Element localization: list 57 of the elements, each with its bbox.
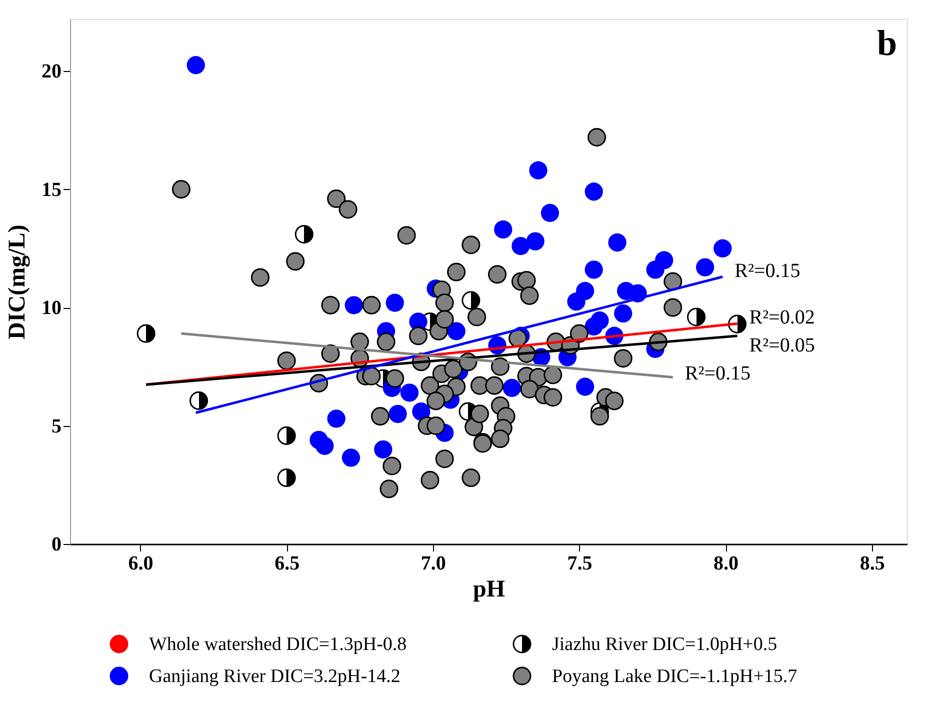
point — [608, 233, 626, 252]
point — [576, 378, 594, 396]
y-tick-label: 20 — [42, 60, 62, 83]
point — [462, 291, 480, 310]
point — [526, 232, 544, 250]
point — [277, 426, 296, 445]
point — [294, 224, 314, 244]
point — [344, 296, 363, 314]
point — [584, 260, 603, 279]
point — [512, 236, 530, 256]
point — [327, 410, 346, 428]
point — [540, 204, 560, 222]
x-tick-label: 6.5 — [274, 552, 300, 574]
point — [186, 56, 205, 74]
point — [614, 304, 632, 322]
legend-label: Ganjiang River DIC=3.2pH-14.2 — [149, 666, 400, 687]
legend-label: Poyang Lake DIC=-1.1pH+15.7 — [552, 666, 798, 687]
point — [386, 294, 404, 312]
x-tick-label: 7.5 — [567, 552, 592, 574]
y-tick-label: 5 — [52, 415, 62, 438]
point — [728, 314, 747, 334]
point — [567, 292, 586, 311]
point — [447, 322, 466, 340]
point — [529, 161, 548, 180]
annotation: R²=0.05 — [749, 334, 815, 357]
point — [388, 404, 407, 423]
point — [584, 182, 603, 201]
point — [190, 391, 208, 410]
x-tick-label: 8.5 — [860, 552, 885, 574]
point — [494, 220, 512, 239]
point — [646, 260, 664, 279]
point — [316, 436, 334, 455]
x-tick-label: 6.0 — [128, 552, 154, 574]
x-tick-label: 7.0 — [420, 552, 446, 574]
y-tick-label: 0 — [52, 534, 62, 556]
annotation: R²=0.02 — [749, 306, 815, 329]
point — [342, 448, 360, 467]
annotation: b — [876, 23, 897, 63]
annotation: R²=0.15 — [684, 362, 750, 385]
point — [412, 402, 430, 421]
legend-label: Whole watershed DIC=1.3pH-0.8 — [149, 634, 407, 655]
point — [687, 308, 706, 326]
point — [400, 384, 419, 402]
legend-label: Jiazhu River DIC=1.0pH+0.5 — [552, 634, 778, 655]
point — [696, 258, 714, 276]
point — [584, 317, 603, 336]
x-axis-title: pH — [472, 576, 506, 602]
point — [374, 440, 392, 458]
point — [714, 239, 732, 258]
y-axis-title: DIC(mg/L) — [4, 224, 30, 340]
point — [136, 324, 156, 343]
annotation: R²=0.15 — [734, 260, 800, 282]
point — [502, 378, 521, 397]
x-tick-label: 8.0 — [714, 552, 739, 574]
y-tick-label: 15 — [42, 178, 62, 201]
y-tick-label: 10 — [42, 297, 62, 320]
point — [277, 468, 296, 488]
